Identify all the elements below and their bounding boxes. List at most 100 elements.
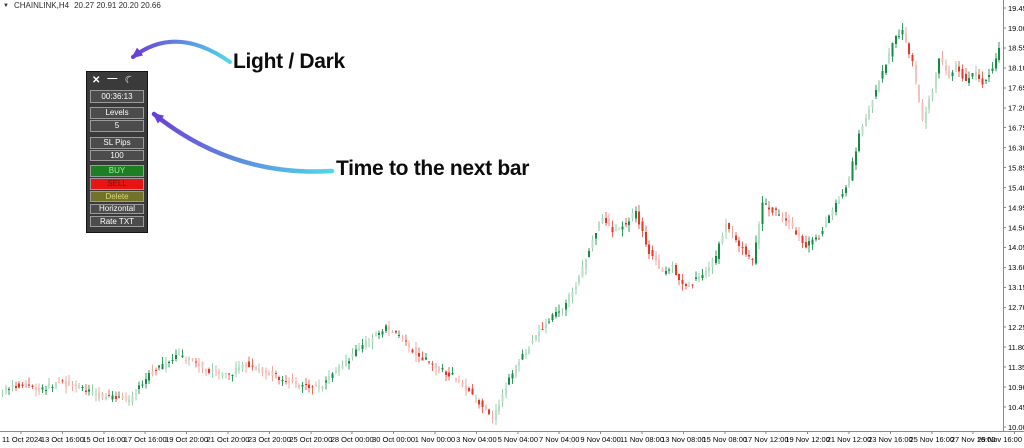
candle-body	[531, 341, 534, 344]
candle-body	[371, 338, 374, 343]
candle-body	[498, 404, 501, 413]
candle-body	[218, 372, 221, 374]
candle-body	[251, 365, 254, 367]
candle-body	[644, 232, 647, 245]
sell-button[interactable]: SELL	[90, 178, 144, 190]
candle-body	[781, 217, 784, 220]
candle-body	[11, 385, 14, 388]
candle-body	[384, 325, 387, 332]
time-axis-label: 1 Nov 00:00	[415, 435, 455, 444]
time-axis-label: 15 Oct 16:00	[82, 435, 125, 444]
candle-body	[461, 382, 464, 386]
candle-body	[88, 389, 91, 392]
minimize-icon[interactable]: —	[107, 72, 118, 84]
candle-body	[621, 226, 624, 230]
price-axis-label: 16.75	[1008, 124, 1024, 133]
buy-button[interactable]: BUY	[90, 165, 144, 177]
symbol-title-bar: ▼ CHAINLINK,H4 20.27 20.91 20.20 20.66	[3, 1, 161, 10]
candle-body	[948, 71, 951, 77]
rate-txt-button[interactable]: Rate TXT	[90, 216, 144, 227]
candle-body	[101, 393, 104, 398]
candle-body	[311, 386, 314, 388]
candle-body	[968, 78, 971, 84]
price-axis-label: 13.60	[1008, 263, 1024, 272]
candle-body	[331, 373, 334, 379]
candle-body	[414, 347, 417, 356]
candle-body	[818, 238, 821, 240]
candle-body	[604, 218, 607, 224]
time-axis-label: 7 Nov 04:00	[539, 435, 579, 444]
candle-body	[888, 53, 891, 63]
candle-body	[178, 354, 181, 356]
candle-body	[961, 68, 964, 79]
candle-body	[241, 364, 244, 369]
candle-body	[624, 222, 627, 225]
candle-body	[204, 368, 207, 372]
candle-body	[518, 361, 521, 366]
candle-body	[1, 392, 4, 395]
time-axis-label: 19 Nov 12:00	[785, 435, 830, 444]
candle-body	[608, 218, 611, 226]
candle-body	[841, 193, 844, 197]
candle-body	[738, 240, 741, 247]
candle-body	[878, 80, 881, 92]
candle-body	[154, 370, 157, 372]
candle-body	[724, 224, 727, 233]
delete-button[interactable]: Delete	[90, 191, 144, 202]
candle-body	[478, 399, 481, 405]
sl-pips-button[interactable]: SL Pips	[90, 137, 144, 149]
candle-body	[834, 202, 837, 213]
candle-body	[558, 311, 561, 313]
candle-body	[578, 275, 581, 284]
candle-body	[411, 349, 414, 353]
candle-body	[388, 325, 391, 330]
candle-body	[874, 90, 877, 97]
candle-body	[71, 384, 74, 386]
candle-body	[368, 339, 371, 341]
candle-body	[791, 222, 794, 226]
price-axis-label: 16.30	[1008, 143, 1024, 152]
candle-body	[564, 302, 567, 310]
candle-body	[734, 235, 737, 240]
candle-body	[144, 379, 147, 385]
price-axis-label: 19.45	[1008, 4, 1024, 13]
candle-body	[951, 72, 954, 76]
candle-body	[194, 361, 197, 363]
candle-body	[488, 409, 491, 415]
close-icon[interactable]: ✕	[92, 74, 101, 86]
candle-body	[774, 208, 777, 210]
candle-body	[58, 381, 61, 384]
candle-body	[318, 385, 321, 387]
candle-body	[111, 395, 114, 400]
theme-toggle-moon-icon[interactable]: ☾	[122, 73, 136, 87]
candle-body	[871, 100, 874, 107]
horizontal-button[interactable]: Horizontal	[90, 204, 144, 214]
candle-body	[258, 368, 261, 371]
sl-pips-value-field[interactable]: 100	[90, 150, 144, 161]
candle-body	[494, 409, 497, 421]
candle-body	[661, 268, 664, 272]
candle-body	[254, 366, 257, 369]
candle-body	[681, 280, 684, 285]
candle-body	[171, 359, 174, 361]
candle-body	[838, 200, 841, 204]
candle-body	[551, 314, 554, 320]
levels-value-field[interactable]: 5	[90, 120, 144, 132]
candle-body	[468, 388, 471, 392]
levels-button[interactable]: Levels	[90, 107, 144, 119]
symbol-name: CHAINLINK,H4	[13, 1, 70, 10]
candle-body	[104, 396, 107, 399]
light-dark-annotation: Light / Dark	[233, 50, 345, 73]
candle-body	[714, 256, 717, 263]
candle-body	[718, 243, 721, 259]
candle-body	[441, 367, 444, 370]
candle-body	[984, 80, 987, 82]
candle-body	[284, 380, 287, 382]
candle-body	[778, 214, 781, 216]
candle-body	[504, 388, 507, 395]
candle-body	[4, 386, 7, 390]
price-axis-label: 11.80	[1008, 343, 1024, 352]
candle-body	[74, 385, 77, 387]
symbol-dropdown-icon[interactable]: ▼	[3, 2, 9, 9]
candle-body	[491, 417, 494, 419]
